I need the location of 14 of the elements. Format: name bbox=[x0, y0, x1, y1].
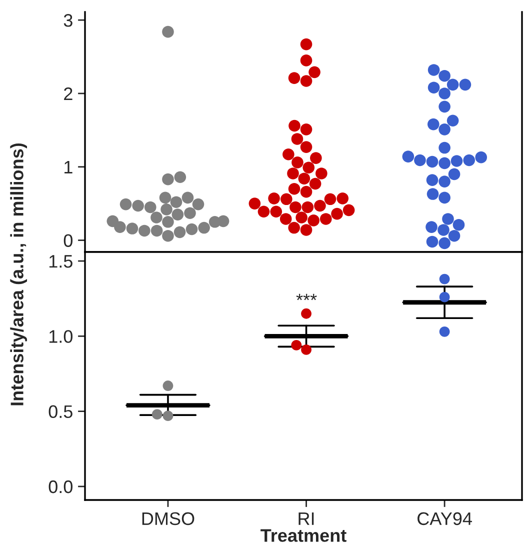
y-tick-label: 0.0 bbox=[48, 480, 72, 494]
y-tick-label: 1.5 bbox=[49, 255, 72, 268]
x-tick-label: CAY94 bbox=[418, 512, 472, 526]
y-tick-label: 1 bbox=[64, 160, 72, 174]
x-tick-label: DMSO bbox=[142, 512, 194, 526]
x-axis-title: Treatment bbox=[260, 529, 346, 542]
y-tick-label: 2 bbox=[64, 87, 72, 100]
x-tick-label: RI bbox=[298, 512, 314, 525]
y-tick-label: 0.5 bbox=[48, 405, 72, 418]
y-tick-label: 0 bbox=[64, 234, 72, 247]
y-tick-label: 1.0 bbox=[49, 330, 72, 343]
y-tick-label: 3 bbox=[64, 14, 72, 27]
annotation: *** bbox=[296, 294, 317, 300]
y-axis-title: Intensity/area (a.u., in millions) bbox=[10, 143, 27, 406]
